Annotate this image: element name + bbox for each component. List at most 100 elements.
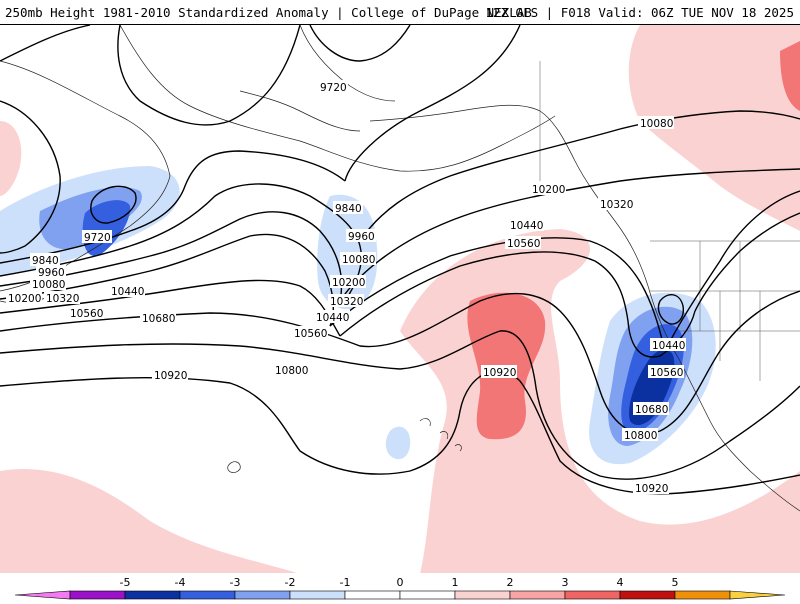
svg-text:10080: 10080: [342, 254, 375, 266]
contour-label: 10440: [508, 218, 544, 232]
svg-text:10320: 10320: [330, 296, 363, 308]
contour-label: 10440: [314, 310, 350, 324]
contour-label: 10320: [598, 197, 634, 211]
contour-label: 10200: [530, 182, 566, 196]
contour-label: 10080: [638, 116, 674, 130]
borders: [539, 61, 800, 381]
colorbar-segment: [344, 590, 401, 600]
contour-label: 9960: [346, 229, 376, 243]
colorbar-segment: [619, 590, 676, 600]
contour-label: 10800: [273, 363, 309, 377]
svg-text:10080: 10080: [640, 118, 673, 130]
height-contours: [0, 25, 800, 495]
svg-text:10440: 10440: [510, 220, 543, 232]
negative-anomaly-hawaii: [385, 426, 411, 460]
svg-text:10560: 10560: [650, 367, 683, 379]
colorbar: [14, 590, 786, 600]
colorbar-segment: [69, 590, 126, 600]
svg-text:9960: 9960: [348, 231, 375, 243]
contour-label: 9720: [82, 230, 112, 244]
contour-label: 10320: [328, 294, 364, 308]
colorbar-segment: [179, 590, 236, 600]
svg-text:10200: 10200: [8, 293, 41, 305]
svg-text:10560: 10560: [507, 238, 540, 250]
positive-anomaly-south: [0, 469, 297, 573]
svg-text:9720: 9720: [84, 232, 111, 244]
svg-text:10920: 10920: [635, 483, 668, 495]
colorbar-tick-label: 5: [671, 576, 679, 589]
contour-label: 9840: [333, 201, 363, 215]
svg-text:9840: 9840: [335, 203, 362, 215]
svg-text:10320: 10320: [46, 293, 79, 305]
colorbar-tick-label: -3: [229, 576, 241, 589]
colorbar-tick-label: 4: [616, 576, 624, 589]
contour-label: 10560: [68, 306, 104, 320]
contour-label: 9840: [30, 253, 60, 267]
contour-label: 10320: [44, 291, 80, 305]
contour-label: 10920: [152, 368, 188, 382]
contour-label: 10920: [481, 365, 517, 379]
positive-anomaly-northeast: [628, 25, 800, 231]
colorbar-segment: [564, 590, 621, 600]
colorbar-segment: [674, 590, 731, 600]
svg-text:10200: 10200: [532, 184, 565, 196]
positive-anomaly-northeast-strong: [780, 41, 800, 111]
colorbar-tick-label: 3: [561, 576, 569, 589]
contour-label: 10560: [648, 365, 684, 379]
colorbar-tick-label: 0: [396, 576, 404, 589]
svg-text:10800: 10800: [624, 430, 657, 442]
contour-label: 9720: [318, 80, 348, 94]
svg-text:9960: 9960: [38, 267, 65, 279]
svg-text:10920: 10920: [154, 370, 187, 382]
svg-text:10680: 10680: [635, 404, 668, 416]
contour-label: 10920: [633, 481, 669, 495]
colorbar-tick-label: -2: [284, 576, 296, 589]
contour-label: 10560: [292, 326, 328, 340]
svg-text:10680: 10680: [142, 313, 175, 325]
colorbar-segment: [234, 590, 291, 600]
contour-label: 10080: [30, 277, 66, 291]
contour-label: 10560: [505, 236, 541, 250]
colorbar-segment: [454, 590, 511, 600]
colorbar-tick-label: -5: [119, 576, 131, 589]
contour-label: 10440: [650, 338, 686, 352]
colorbar-segment: [14, 590, 71, 600]
svg-text:10560: 10560: [70, 308, 103, 320]
contour-label: 10200: [330, 275, 366, 289]
svg-text:9840: 9840: [32, 255, 59, 267]
svg-text:9720: 9720: [320, 82, 347, 94]
colorbar-tick-label: -1: [339, 576, 351, 589]
model-run-info: 12Z GFS | F018 Valid: 06Z TUE NOV 18 202…: [485, 5, 794, 20]
contour-label: 10200: [6, 291, 42, 305]
map-panel[interactable]: 9720 9720 9840 9840 9960 9960 10080 1008…: [0, 24, 800, 573]
svg-text:10080: 10080: [32, 279, 65, 291]
svg-text:10560: 10560: [294, 328, 327, 340]
colorbar-segment: [399, 590, 456, 600]
colorbar-segment: [509, 590, 566, 600]
contour-label: 10080: [340, 252, 376, 266]
map-title: 250mb Height 1981-2010 Standardized Anom…: [5, 5, 532, 20]
svg-text:10320: 10320: [600, 199, 633, 211]
colorbar-panel: [0, 573, 800, 600]
colorbar-tick-label: -4: [174, 576, 186, 589]
header-bar: 250mb Height 1981-2010 Standardized Anom…: [0, 0, 800, 24]
contour-label: 10680: [633, 402, 669, 416]
colorbar-segment: [124, 590, 181, 600]
colorbar-segment: [729, 590, 786, 600]
svg-text:10200: 10200: [332, 277, 365, 289]
contour-label: 10800: [622, 428, 658, 442]
svg-text:10800: 10800: [275, 365, 308, 377]
colorbar-tick-label: 2: [506, 576, 514, 589]
svg-text:10440: 10440: [652, 340, 685, 352]
colorbar-tick-label: 1: [451, 576, 459, 589]
contour-label: 10440: [109, 284, 145, 298]
positive-anomaly-west: [0, 121, 22, 196]
svg-text:10440: 10440: [316, 312, 349, 324]
contour-labels: 9720 9720 9840 9840 9960 9960 10080 1008…: [6, 80, 686, 495]
map-canvas: 9720 9720 9840 9840 9960 9960 10080 1008…: [0, 25, 800, 573]
contour-label: 10680: [140, 311, 176, 325]
svg-text:10920: 10920: [483, 367, 516, 379]
svg-text:10440: 10440: [111, 286, 144, 298]
contour-label: 9960: [36, 265, 66, 279]
colorbar-segment: [289, 590, 346, 600]
